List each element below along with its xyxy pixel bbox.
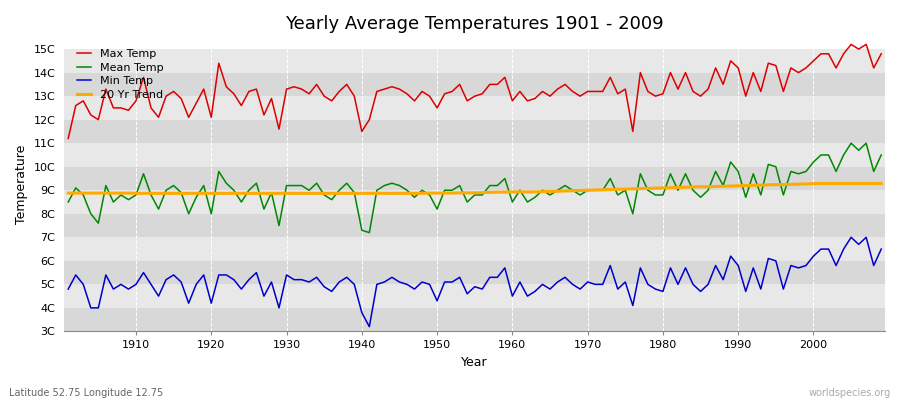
Line: Mean Temp: Mean Temp	[68, 143, 881, 233]
Bar	[65, 49, 885, 73]
Bar	[65, 284, 885, 308]
Y-axis label: Temperature: Temperature	[15, 145, 28, 224]
Max Temp	[507, 98, 517, 103]
Mean Temp	[63, 200, 74, 204]
Mean Temp	[515, 188, 526, 193]
20 Yr Trend	[341, 191, 352, 196]
Min Temp	[876, 247, 886, 252]
Bar	[65, 73, 885, 96]
20 Yr Trend	[296, 191, 307, 196]
20 Yr Trend	[876, 181, 886, 186]
Text: Latitude 52.75 Longitude 12.75: Latitude 52.75 Longitude 12.75	[9, 388, 163, 398]
Bar	[65, 167, 885, 190]
Bar	[65, 190, 885, 214]
Max Temp	[500, 75, 510, 80]
20 Yr Trend	[515, 190, 526, 194]
Min Temp	[605, 263, 616, 268]
Mean Temp	[507, 200, 517, 204]
Mean Temp	[876, 152, 886, 157]
20 Yr Trend	[605, 187, 616, 192]
Mean Temp	[605, 176, 616, 181]
Bar	[65, 120, 885, 143]
Bar	[65, 308, 885, 332]
Min Temp	[334, 280, 345, 284]
Max Temp	[846, 42, 857, 47]
Min Temp	[364, 324, 374, 329]
Mean Temp	[846, 141, 857, 146]
Bar	[65, 261, 885, 284]
X-axis label: Year: Year	[462, 356, 488, 369]
Min Temp	[123, 287, 134, 292]
Max Temp	[334, 89, 345, 94]
Min Temp	[507, 294, 517, 298]
Mean Temp	[123, 197, 134, 202]
Title: Yearly Average Temperatures 1901 - 2009: Yearly Average Temperatures 1901 - 2009	[285, 15, 664, 33]
Min Temp	[289, 277, 300, 282]
20 Yr Trend	[123, 191, 134, 196]
Bar	[65, 143, 885, 167]
Bar	[65, 96, 885, 120]
Min Temp	[515, 280, 526, 284]
20 Yr Trend	[130, 191, 141, 196]
Legend: Max Temp, Mean Temp, Min Temp, 20 Yr Trend: Max Temp, Mean Temp, Min Temp, 20 Yr Tre…	[74, 46, 166, 103]
Mean Temp	[289, 183, 300, 188]
Mean Temp	[364, 230, 374, 235]
Line: 20 Yr Trend: 20 Yr Trend	[68, 184, 881, 193]
Min Temp	[846, 235, 857, 240]
20 Yr Trend	[815, 181, 826, 186]
Bar	[65, 237, 885, 261]
Max Temp	[289, 84, 300, 89]
Line: Min Temp: Min Temp	[68, 237, 881, 327]
Max Temp	[63, 136, 74, 141]
Max Temp	[876, 52, 886, 56]
Min Temp	[63, 287, 74, 292]
Max Temp	[598, 89, 608, 94]
Line: Max Temp: Max Temp	[68, 44, 881, 138]
Text: worldspecies.org: worldspecies.org	[809, 388, 891, 398]
20 Yr Trend	[63, 191, 74, 196]
Max Temp	[123, 108, 134, 113]
Bar	[65, 214, 885, 237]
Mean Temp	[334, 188, 345, 193]
20 Yr Trend	[507, 190, 517, 194]
